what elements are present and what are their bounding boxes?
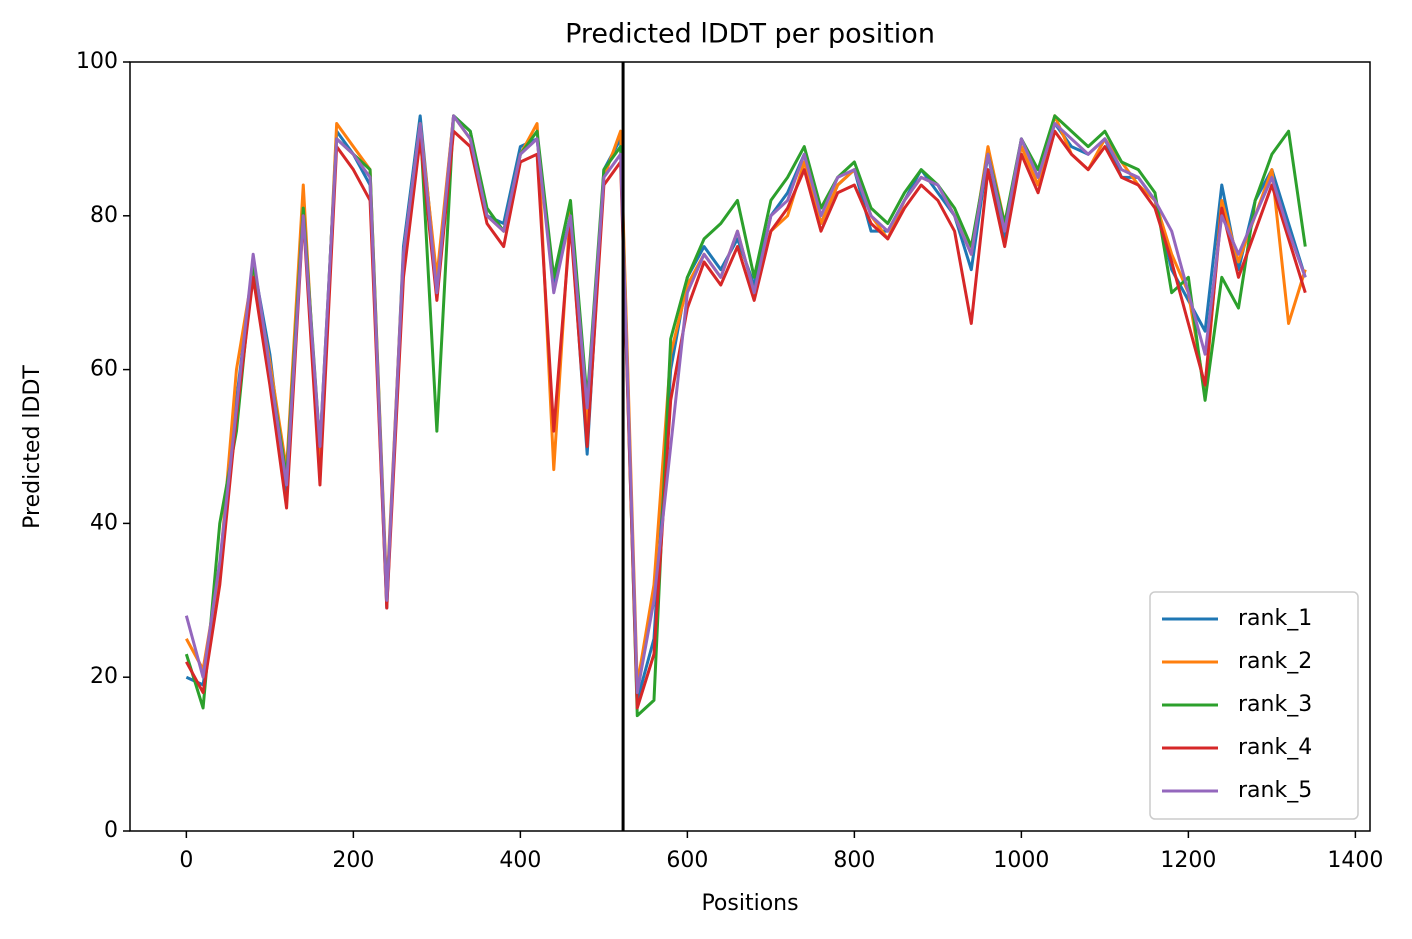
y-axis-label: Predicted lDDT — [20, 365, 45, 529]
legend-label: rank_5 — [1238, 778, 1312, 803]
y-tick-label: 40 — [90, 510, 118, 535]
legend-box — [1149, 591, 1359, 820]
y-tick-label: 60 — [90, 357, 118, 382]
x-tick-label: 200 — [332, 848, 374, 873]
x-tick-label: 1000 — [993, 848, 1049, 873]
y-tick-label: 0 — [104, 818, 118, 843]
series-line — [185, 129, 1307, 710]
series-line — [185, 114, 1307, 687]
y-tick-label: 100 — [76, 49, 118, 74]
legend-label: rank_1 — [1238, 606, 1312, 631]
series-line — [184, 114, 1307, 695]
x-tick-label: 0 — [179, 848, 193, 873]
x-tick-label: 400 — [499, 848, 541, 873]
plot-frame — [129, 61, 1371, 832]
x-tick-label: 600 — [666, 848, 708, 873]
series-line — [185, 114, 1307, 702]
x-tick-label: 800 — [833, 848, 875, 873]
legend-label: rank_2 — [1238, 649, 1312, 674]
legend-label: rank_4 — [1238, 735, 1312, 760]
y-tick-label: 80 — [90, 203, 118, 228]
y-tick-label: 20 — [90, 664, 118, 689]
x-tick-label: 1400 — [1327, 848, 1383, 873]
series-line — [184, 114, 1307, 718]
x-tick-label: 1200 — [1160, 848, 1216, 873]
chart-title: Predicted lDDT per position — [565, 19, 935, 50]
x-axis-label: Positions — [701, 891, 798, 916]
legend-label: rank_3 — [1238, 692, 1312, 717]
